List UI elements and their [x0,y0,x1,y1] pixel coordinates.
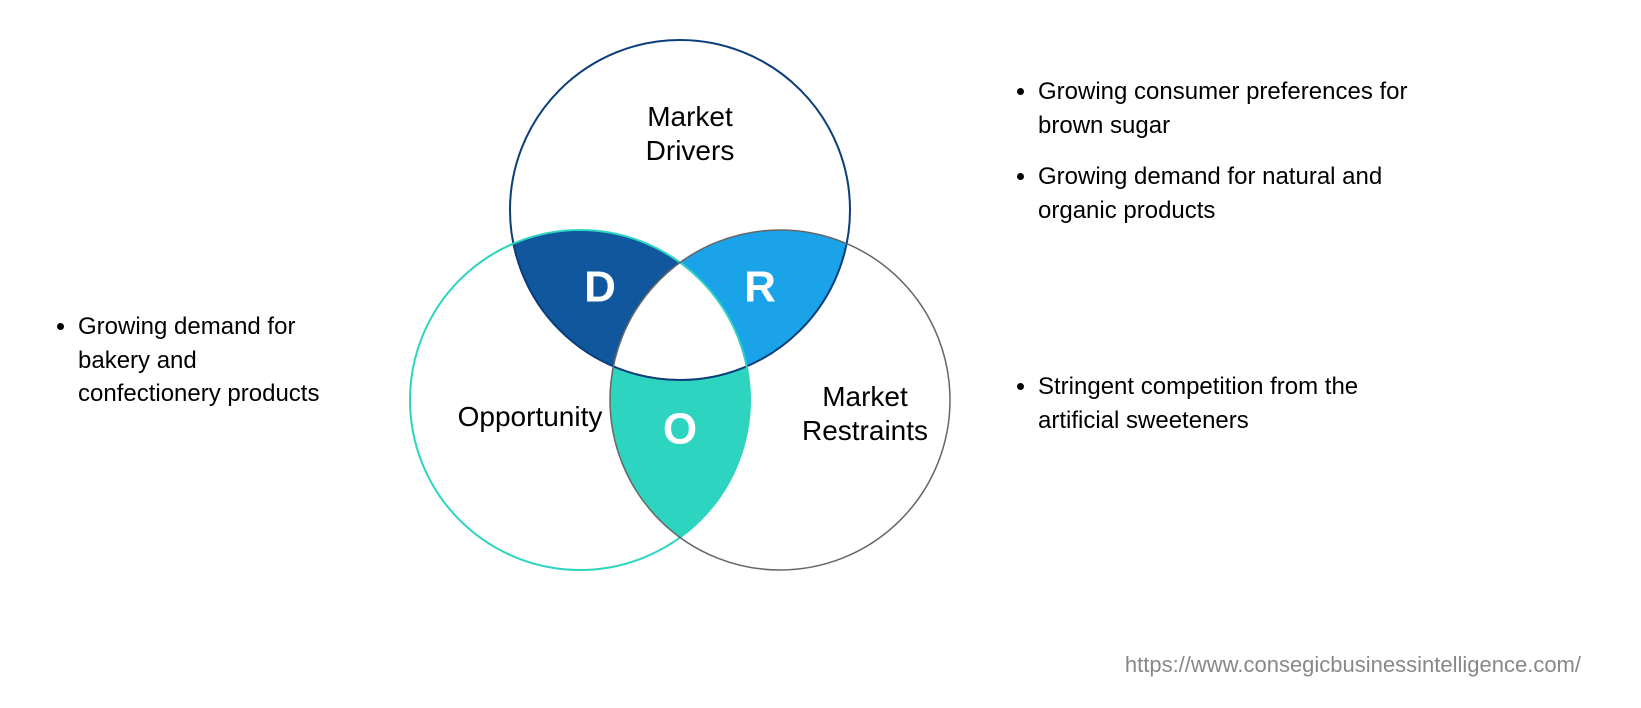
venn-letter-r: R [744,263,776,312]
restraints-bullets: Stringent competition from the artificia… [1010,370,1440,455]
venn-label-restraints: Market Restraints [790,380,940,447]
venn-letter-d: D [584,263,616,312]
drivers-bullet-2: Growing demand for natural and organic p… [1038,160,1440,227]
venn-letter-o: O [663,405,697,454]
infographic-canvas: D R O Market Drivers Opportunity Market … [0,0,1641,708]
venn-label-drivers-line1: Market [647,101,733,132]
drivers-bullet-1: Growing consumer preferences for brown s… [1038,75,1440,142]
drivers-bullets: Growing consumer preferences for brown s… [1010,75,1440,245]
venn-label-restraints-line2: Restraints [802,415,928,446]
venn-label-restraints-line1: Market [822,381,908,412]
opportunity-bullets: Growing demand for bakery and confection… [50,310,340,429]
opportunity-bullet-1: Growing demand for bakery and confection… [78,310,340,411]
venn-label-opportunity-line1: Opportunity [458,401,603,432]
venn-label-opportunity: Opportunity [440,400,620,434]
venn-label-drivers-line2: Drivers [646,135,735,166]
restraints-bullet-1: Stringent competition from the artificia… [1038,370,1440,437]
venn-label-drivers: Market Drivers [620,100,760,167]
footer-url: https://www.consegicbusinessintelligence… [1125,652,1581,678]
